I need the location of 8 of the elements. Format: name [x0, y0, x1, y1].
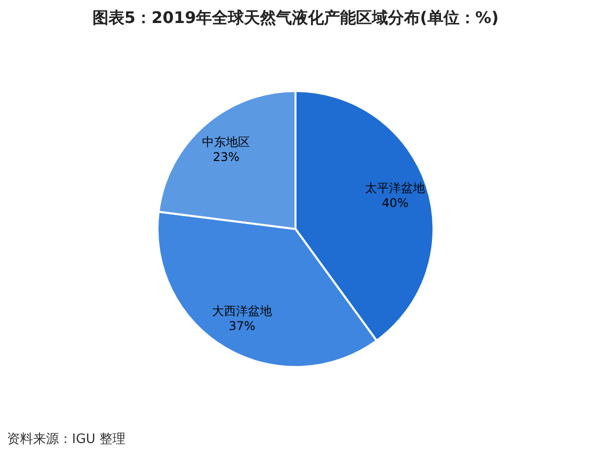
data-label: 37% — [228, 318, 256, 333]
data-label: 40% — [382, 196, 409, 210]
slice-label: 太平洋盆地 — [365, 181, 426, 196]
slice-label: 中东地区 — [202, 134, 250, 149]
text: 资料来源：IGU 整理 — [7, 431, 126, 448]
chart-title: 图表5：2019年全球天然气液化产能区域分布(单位：%) — [91, 8, 500, 29]
slice-label: 大西洋盆地 — [212, 304, 272, 318]
data-label: 23% — [212, 150, 240, 164]
